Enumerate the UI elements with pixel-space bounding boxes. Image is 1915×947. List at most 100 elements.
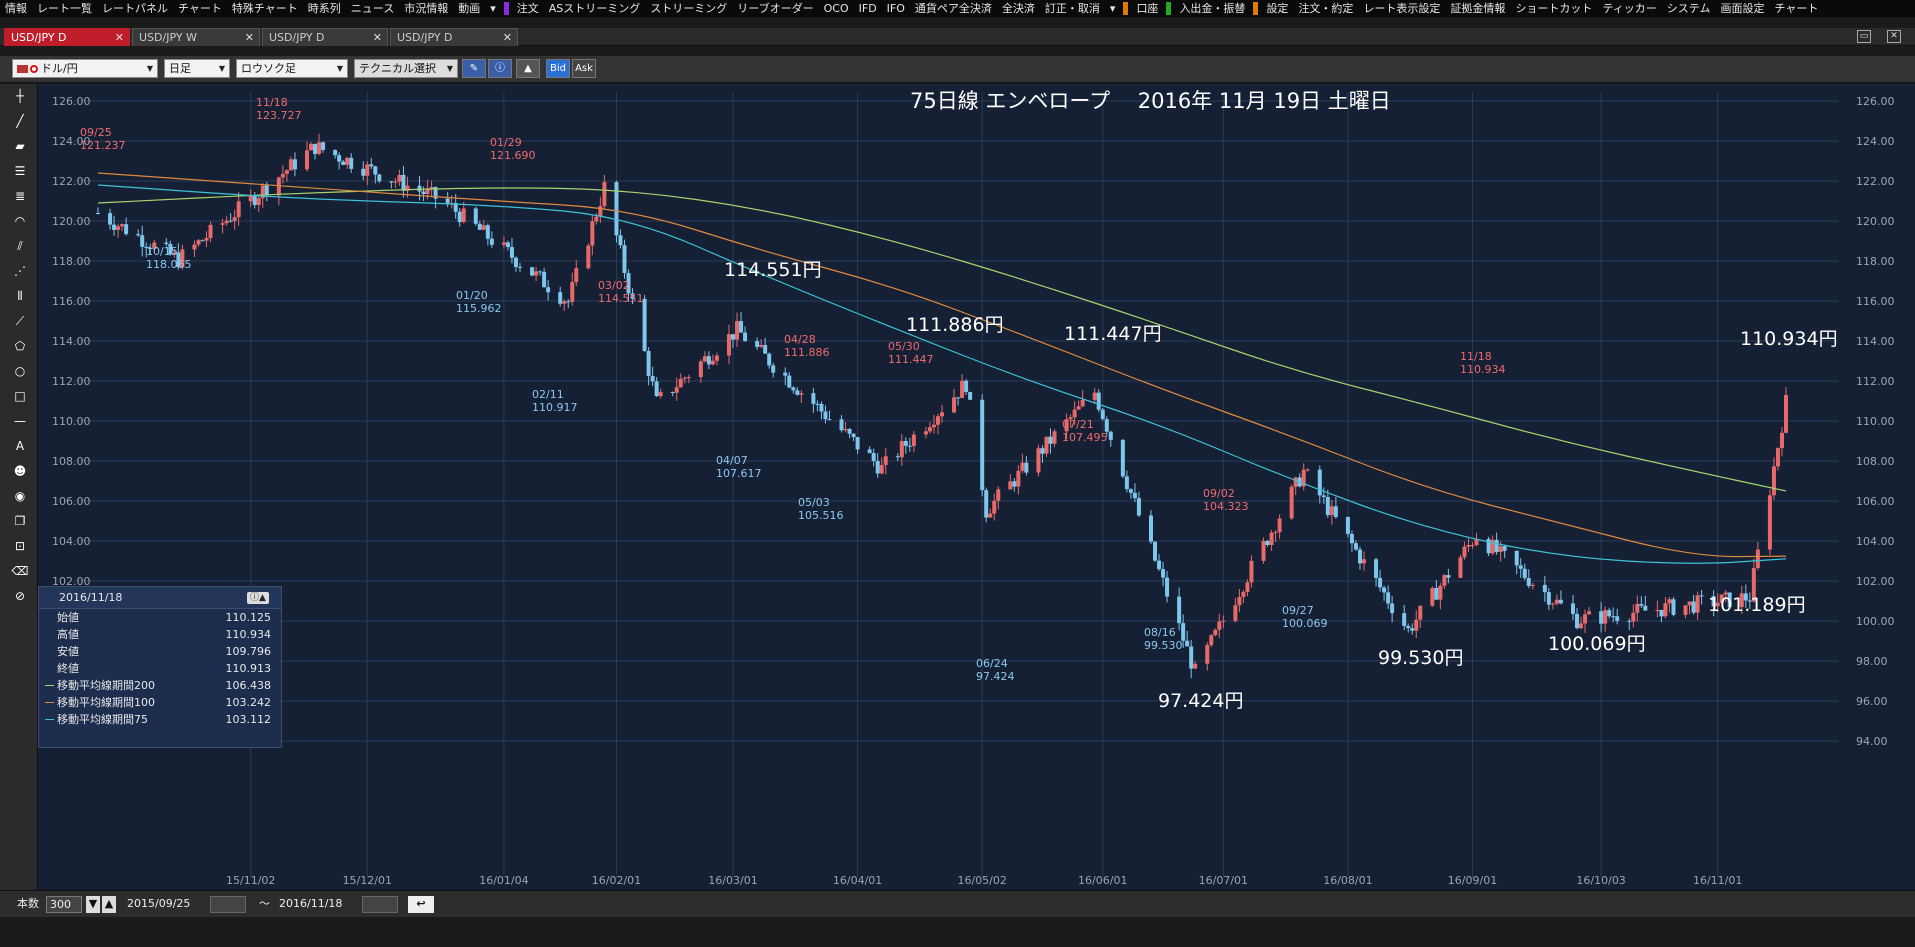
menu-item[interactable]: ショートカット <box>1515 2 1593 15</box>
chart-style-select[interactable]: ロウソク足 ▼ <box>236 59 348 78</box>
candle-body <box>1490 539 1495 554</box>
crosshair-icon[interactable]: ┼ <box>16 89 24 103</box>
menu-item[interactable]: チャート <box>178 2 222 15</box>
lock-icon[interactable]: ⊡ <box>14 539 26 553</box>
from-date-field[interactable]: 2015/09/25 <box>124 896 204 913</box>
screenshot-icon[interactable]: ◉ <box>14 489 26 503</box>
to-date-field[interactable]: 2016/11/18 <box>276 896 356 913</box>
menu-item[interactable]: レート表示設定 <box>1363 2 1441 15</box>
delete-all-icon[interactable]: ⊘ <box>14 589 26 603</box>
vertical-lines-icon[interactable]: ⦀ <box>17 289 23 303</box>
to-time-field[interactable] <box>362 896 398 913</box>
period-select[interactable]: 日足 ▼ <box>164 59 230 78</box>
technical-select[interactable]: テクニカル選択 ▼ <box>354 59 458 78</box>
menu-item[interactable]: 市況情報 <box>404 2 449 15</box>
apply-range-button[interactable]: ↩ <box>408 896 434 913</box>
menu-item[interactable]: 注文・約定 <box>1298 2 1354 15</box>
candle-body <box>349 157 354 169</box>
close-icon[interactable]: ✕ <box>244 31 254 44</box>
info-button[interactable]: ⓘ <box>488 59 512 78</box>
candle-body <box>731 334 736 340</box>
menu-item[interactable]: 注文 <box>516 2 539 15</box>
candle-body <box>598 206 603 217</box>
menu-item[interactable]: ストリーミング <box>650 2 728 15</box>
text-tool-icon[interactable]: A <box>15 439 25 453</box>
tab-usdjpy-d-2[interactable]: USD/JPY D ✕ <box>262 28 388 46</box>
menu-item[interactable]: OCO <box>823 2 849 15</box>
menu-item[interactable]: ▾ <box>1109 2 1116 15</box>
ruler-icon[interactable]: ▰ <box>15 139 25 153</box>
menu-item[interactable]: レート一覧 <box>37 2 92 15</box>
circle-icon[interactable]: ○ <box>14 364 26 378</box>
to-date-value: 2016/11/18 <box>279 897 343 910</box>
menu-item[interactable]: 入出金・振替 <box>1179 2 1246 15</box>
menu-item[interactable]: ニュース <box>350 2 395 15</box>
candle-body <box>1349 533 1354 544</box>
ask-button[interactable]: Ask <box>572 59 596 78</box>
copy-icon[interactable]: ❐ <box>14 514 26 528</box>
close-window-icon[interactable]: ✕ <box>1887 30 1901 43</box>
gann-fan-icon[interactable]: ⋰ <box>14 264 26 278</box>
menu-item[interactable]: 設定 <box>1266 2 1289 15</box>
from-time-field[interactable] <box>210 896 246 913</box>
menu-item[interactable]: ASストリーミング <box>548 2 641 15</box>
menu-item[interactable]: IFO <box>886 2 905 15</box>
tab-usdjpy-w[interactable]: USD/JPY W ✕ <box>132 28 260 46</box>
menu-item[interactable]: 口座 <box>1136 2 1159 15</box>
currency-pair-select[interactable]: ドル/円 ▼ <box>12 59 158 78</box>
menu-item[interactable]: チャート <box>1774 2 1819 15</box>
close-icon[interactable]: ✕ <box>114 31 124 44</box>
candle-body <box>389 181 394 183</box>
menu-item[interactable]: IFD <box>858 2 877 15</box>
candle-body <box>1329 506 1334 516</box>
bid-button[interactable]: Bid <box>546 59 570 78</box>
candle-body <box>1751 568 1756 602</box>
candle-body <box>1683 605 1688 615</box>
candlestick-chart[interactable]: 126.00 126.00 124.00 124.00 122.00 122.00 120.… <box>38 84 1915 890</box>
hline-icon[interactable]: — <box>14 414 26 428</box>
menu-item[interactable]: システム <box>1666 2 1711 15</box>
menu-item[interactable]: 動画 <box>458 2 481 15</box>
info-collapse-icon[interactable]: ⓘ▲ <box>247 592 269 604</box>
eraser-icon[interactable]: ⌫ <box>11 564 29 578</box>
menu-item[interactable]: 情報 <box>5 2 27 15</box>
chart-area[interactable]: 126.00 126.00 124.00 124.00 122.00 122.00 120.… <box>38 84 1915 890</box>
close-icon[interactable]: ✕ <box>502 31 512 44</box>
tab-usdjpy-d-1[interactable]: USD/JPY D ✕ <box>4 28 130 46</box>
menu-item[interactable]: 時系列 <box>307 2 341 15</box>
pen-tool-button[interactable]: ✎ <box>462 59 486 78</box>
fib-arc-icon[interactable]: ◠ <box>14 214 26 228</box>
pentagon-icon[interactable]: ⬠ <box>14 339 26 353</box>
menu-item[interactable]: 画面設定 <box>1720 2 1765 15</box>
menu-item[interactable]: リーブオーダー <box>737 2 814 15</box>
close-icon[interactable]: ✕ <box>372 31 382 44</box>
count-up-button[interactable]: ▲ <box>102 896 116 913</box>
count-input[interactable]: 300 <box>46 896 82 913</box>
rectangle-icon[interactable]: □ <box>14 389 26 403</box>
channel-icon[interactable]: ⟋ <box>15 314 25 328</box>
menu-item[interactable]: 通貨ペア全決済 <box>914 2 992 15</box>
price-annotation: 114.551円 <box>724 259 822 281</box>
horizontal-lines-icon[interactable]: ☰ <box>14 164 26 178</box>
menu-item[interactable]: ▾ <box>490 2 496 15</box>
tab-usdjpy-d-3[interactable]: USD/JPY D ✕ <box>390 28 518 46</box>
top-menu-bar: 情報 レート一覧 レートパネル チャート 特殊チャート 時系列 ニュース 市況情報 動画 ▾ 注文 A… <box>0 0 1915 17</box>
count-down-button[interactable]: ▼ <box>86 896 100 913</box>
menu-item[interactable]: ティッカー <box>1602 2 1657 15</box>
menu-item[interactable]: 訂正・取消 <box>1044 2 1100 15</box>
candle-body <box>907 445 912 447</box>
icon-tool-icon[interactable]: ☻ <box>13 464 27 478</box>
restore-window-icon[interactable]: ▭ <box>1857 30 1871 43</box>
menu-item[interactable]: レートパネル <box>102 2 168 15</box>
menu-item[interactable]: 特殊チャート <box>231 2 298 15</box>
candle-body <box>1486 538 1491 554</box>
trendline-icon[interactable]: ╱ <box>16 114 24 128</box>
fibonacci-icon[interactable]: ≣ <box>14 189 26 203</box>
fan-lines-icon[interactable]: ⫽ <box>17 239 23 253</box>
menu-item[interactable]: 全決済 <box>1001 2 1035 15</box>
menu-item[interactable]: 証拠金情報 <box>1450 2 1506 15</box>
candle-body <box>1153 541 1158 561</box>
candle-body <box>405 185 410 191</box>
chart-type-button[interactable]: ▲ <box>516 59 540 78</box>
candle-body <box>1273 532 1278 534</box>
